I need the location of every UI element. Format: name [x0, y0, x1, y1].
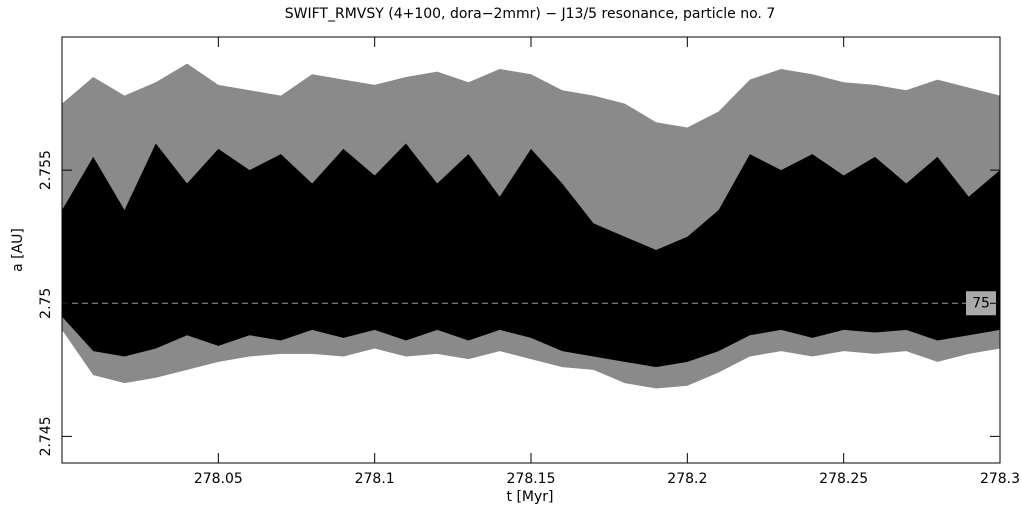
x-tick-label: 278.05 — [194, 471, 243, 487]
x-axis-label: t [Myr] — [507, 489, 554, 505]
band — [62, 143, 1000, 368]
x-tick-label: 278.25 — [819, 471, 868, 487]
x-tick-label: 278.3 — [980, 471, 1020, 487]
y-tick-label: 2.745 — [38, 416, 54, 456]
y-tick-label: 2.755 — [38, 150, 54, 190]
x-tick-label: 278.2 — [667, 471, 707, 487]
y-tick-label: 2.75 — [38, 288, 54, 319]
y-axis-label: a [AU] — [10, 228, 26, 272]
reference-label: 75 — [972, 295, 990, 311]
x-tick-label: 278.1 — [355, 471, 395, 487]
chart-title: SWIFT_RMVSY (4+100, dora−2mmr) − J13/5 r… — [285, 6, 776, 22]
x-tick-label: 278.15 — [507, 471, 556, 487]
